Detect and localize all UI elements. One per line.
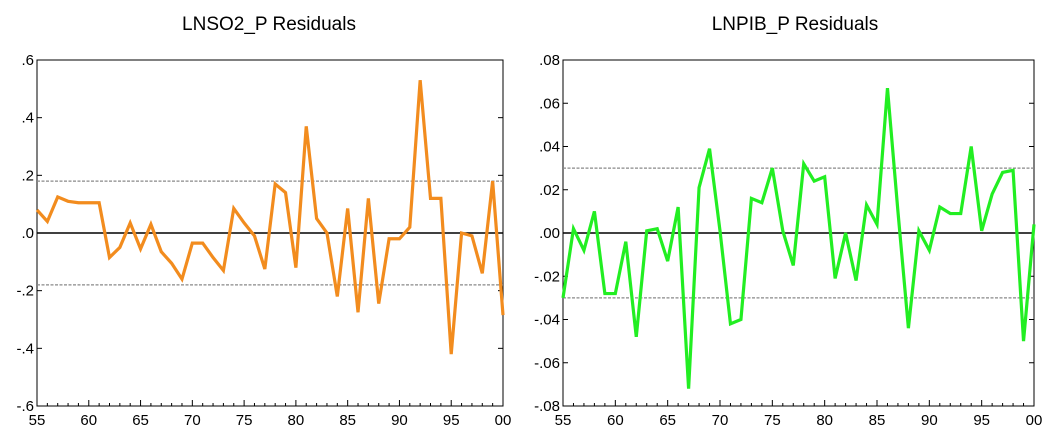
x-tick-label: 90 <box>921 412 938 429</box>
x-tick-label: 75 <box>236 412 253 429</box>
series-line <box>35 80 505 355</box>
x-tick-label: 60 <box>607 412 624 429</box>
y-tick-label: .2 <box>21 167 34 184</box>
y-tick-label: .00 <box>539 225 560 242</box>
x-tick-label: 55 <box>555 412 572 429</box>
x-tick-label: 95 <box>443 412 460 429</box>
chart-title: LNPIB_P Residuals <box>712 14 879 35</box>
chart-panel-lnpib-residuals: LNPIB_P Residuals -.08 -.06 -.04 -.02 .00 .02… <box>534 14 1042 429</box>
x-tick-label: 70 <box>712 412 729 429</box>
x-tick-label: 95 <box>973 412 990 429</box>
x-tick-label: 80 <box>288 412 305 429</box>
y-tick-label: .6 <box>21 52 34 69</box>
y-tick-label: .04 <box>539 139 560 156</box>
x-tick-label: 65 <box>659 412 676 429</box>
y-tick-label: -.2 <box>16 283 34 300</box>
y-tick-label: -.08 <box>534 398 560 415</box>
y-tick-label: -.4 <box>16 340 34 357</box>
chart-title: LNSO2_P Residuals <box>182 14 356 35</box>
x-tick-label: 75 <box>764 412 781 429</box>
x-tick-label: 80 <box>816 412 833 429</box>
y-tick-label: .06 <box>539 95 560 112</box>
x-tick-label: 85 <box>869 412 886 429</box>
y-tick-label: .08 <box>539 52 560 69</box>
x-tick-label: 55 <box>29 412 46 429</box>
x-tick-label: 00 <box>1026 412 1043 429</box>
series-line <box>561 87 1036 389</box>
x-tick-label: 90 <box>391 412 408 429</box>
y-tick-label: .0 <box>21 225 34 242</box>
y-tick-label: -.6 <box>16 398 34 415</box>
x-tick-label: 65 <box>132 412 149 429</box>
y-tick-label: -.06 <box>534 355 560 372</box>
x-tick-label: 60 <box>80 412 97 429</box>
x-tick-label: 85 <box>339 412 356 429</box>
y-tick-label: -.04 <box>534 312 560 329</box>
y-tick-label: .4 <box>21 110 34 127</box>
x-tick-label: 70 <box>184 412 201 429</box>
x-tick-label: 00 <box>495 412 512 429</box>
chart-panel-lnso2-residuals: LNSO2_P Residuals -.6 -.4 -.2 .0 .2 .4 .6 55 60 6… <box>16 14 511 429</box>
y-tick-label: -.02 <box>534 268 560 285</box>
y-tick-label: .02 <box>539 182 560 199</box>
